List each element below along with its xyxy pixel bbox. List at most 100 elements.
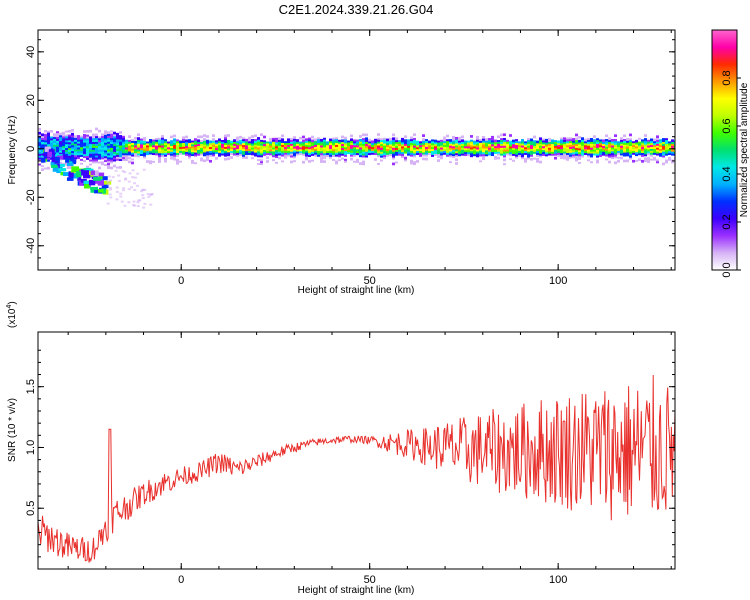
spectrogram-cell <box>338 139 341 142</box>
spectrogram-cell <box>368 138 371 142</box>
spectrogram-cell <box>491 145 494 149</box>
spectrogram-cell <box>341 154 344 158</box>
spectrogram-cell <box>50 147 53 151</box>
spectrogram-cell <box>40 144 48 150</box>
spectrogram-cell <box>449 135 452 138</box>
spectrogram-cell <box>449 150 452 154</box>
spectrogram-cell <box>197 149 200 152</box>
spectrogram-cell <box>506 160 509 164</box>
spectrogram-cell <box>329 156 332 159</box>
spectrogram-cell <box>89 141 92 145</box>
spectrogram-cell <box>71 136 74 140</box>
spectrogram-cell <box>419 150 422 153</box>
spectrogram-cell <box>230 150 233 154</box>
spectrogram-cell <box>353 136 356 140</box>
spectrogram-cell <box>371 155 374 159</box>
colorbar-gradient <box>712 30 737 270</box>
spectrogram-cell <box>104 163 107 166</box>
spectrogram-cell <box>419 156 422 159</box>
spectrogram-cell <box>635 153 638 157</box>
spectrogram-cell <box>548 156 551 160</box>
spectrogram-cell <box>539 139 542 143</box>
spectrogram-cell <box>74 154 77 158</box>
spectrogram-cell <box>293 136 296 139</box>
spectrogram-cell <box>116 150 119 153</box>
spectrogram-cell <box>377 150 380 154</box>
spectrogram-cell <box>455 154 458 158</box>
spectrogram-cell <box>71 150 74 153</box>
spectrogram-cell <box>470 154 473 158</box>
spectrogram-cell <box>431 150 434 153</box>
spectrogram-cell <box>374 138 377 142</box>
spectrogram-cell <box>521 144 524 148</box>
spectrogram-cell <box>101 139 104 142</box>
spectrogram-cell <box>593 152 596 156</box>
spectrogram-cell <box>635 143 638 147</box>
spectrogram-cell <box>215 141 218 145</box>
spectrogram-cell <box>536 146 539 150</box>
spectrogram-cell <box>89 160 92 164</box>
spectrogram-cell <box>614 153 617 157</box>
spectrogram-cell <box>605 159 608 163</box>
spectrogram-cell <box>218 140 221 144</box>
spectrogram-cell <box>299 146 302 150</box>
spectrogram-cell <box>593 160 596 164</box>
spectrogram-cell <box>401 157 404 160</box>
spectrogram-cell <box>284 148 287 151</box>
spectrogram-cell <box>644 138 647 141</box>
spectrogram-cell <box>95 145 98 148</box>
spectrogram-cell <box>344 160 347 163</box>
spectrogram-cell <box>38 162 41 166</box>
spectrogram-cell <box>95 127 98 131</box>
spectrogram-cell <box>275 153 278 157</box>
spectrogram-cell <box>572 145 575 149</box>
spectrogram-cell <box>554 143 557 146</box>
spectrogram-cell <box>245 142 248 146</box>
spectrogram-cell <box>665 152 668 156</box>
spectrogram-cell <box>242 157 245 161</box>
spectrogram-cell <box>500 141 503 144</box>
spectrogram-cell <box>617 142 620 146</box>
spectrogram-cell <box>332 134 335 138</box>
spectrogram-cell <box>188 140 191 144</box>
spectrogram-cell <box>158 148 161 152</box>
spectrogram-cell <box>494 143 497 147</box>
spectrogram-cell <box>449 160 452 164</box>
spectrogram-cell <box>632 140 635 144</box>
spectrogram-cell <box>599 142 602 146</box>
spectrogram-cell <box>92 139 95 143</box>
spectrogram-cell <box>47 166 50 170</box>
spectrogram-cell <box>623 146 626 149</box>
spectrogram-cell <box>443 148 446 151</box>
spectrogram-cell <box>578 161 581 164</box>
spectrogram-cell <box>239 153 242 157</box>
spectrogram-cell <box>650 150 653 153</box>
spectrogram-cell <box>98 189 104 193</box>
spectrogram-cell <box>41 150 44 154</box>
spectrogram-cell <box>311 147 314 151</box>
spectrogram-cell <box>584 142 587 146</box>
spectrogram-cell <box>335 142 338 145</box>
spectrogram-cell <box>596 145 599 148</box>
spectrogram-cell <box>263 153 266 156</box>
spectrogram-cell <box>188 155 191 159</box>
spectrogram-cell <box>203 159 206 163</box>
spectrogram-cell <box>290 150 293 154</box>
spectrogram-cell <box>188 138 191 142</box>
spectrogram-cell <box>392 143 395 146</box>
spectrogram-cell <box>71 138 74 142</box>
spectrogram-cell <box>365 141 368 144</box>
spectrogram-cell <box>422 147 425 151</box>
spectrogram-cell <box>185 153 188 156</box>
spectrogram-cell <box>380 135 383 139</box>
spectrogram-cell <box>413 160 416 164</box>
spectrogram-cell <box>104 143 107 147</box>
spectrogram-cell <box>284 150 287 153</box>
spectrogram-cell <box>275 139 278 143</box>
spectrogram-cell <box>242 150 245 153</box>
spectrogram-cell <box>83 151 86 155</box>
spectrogram-cell <box>389 137 392 141</box>
spectrogram-cell <box>206 154 209 158</box>
spectrogram-cell <box>428 156 431 159</box>
spectrogram-cell <box>584 156 587 159</box>
